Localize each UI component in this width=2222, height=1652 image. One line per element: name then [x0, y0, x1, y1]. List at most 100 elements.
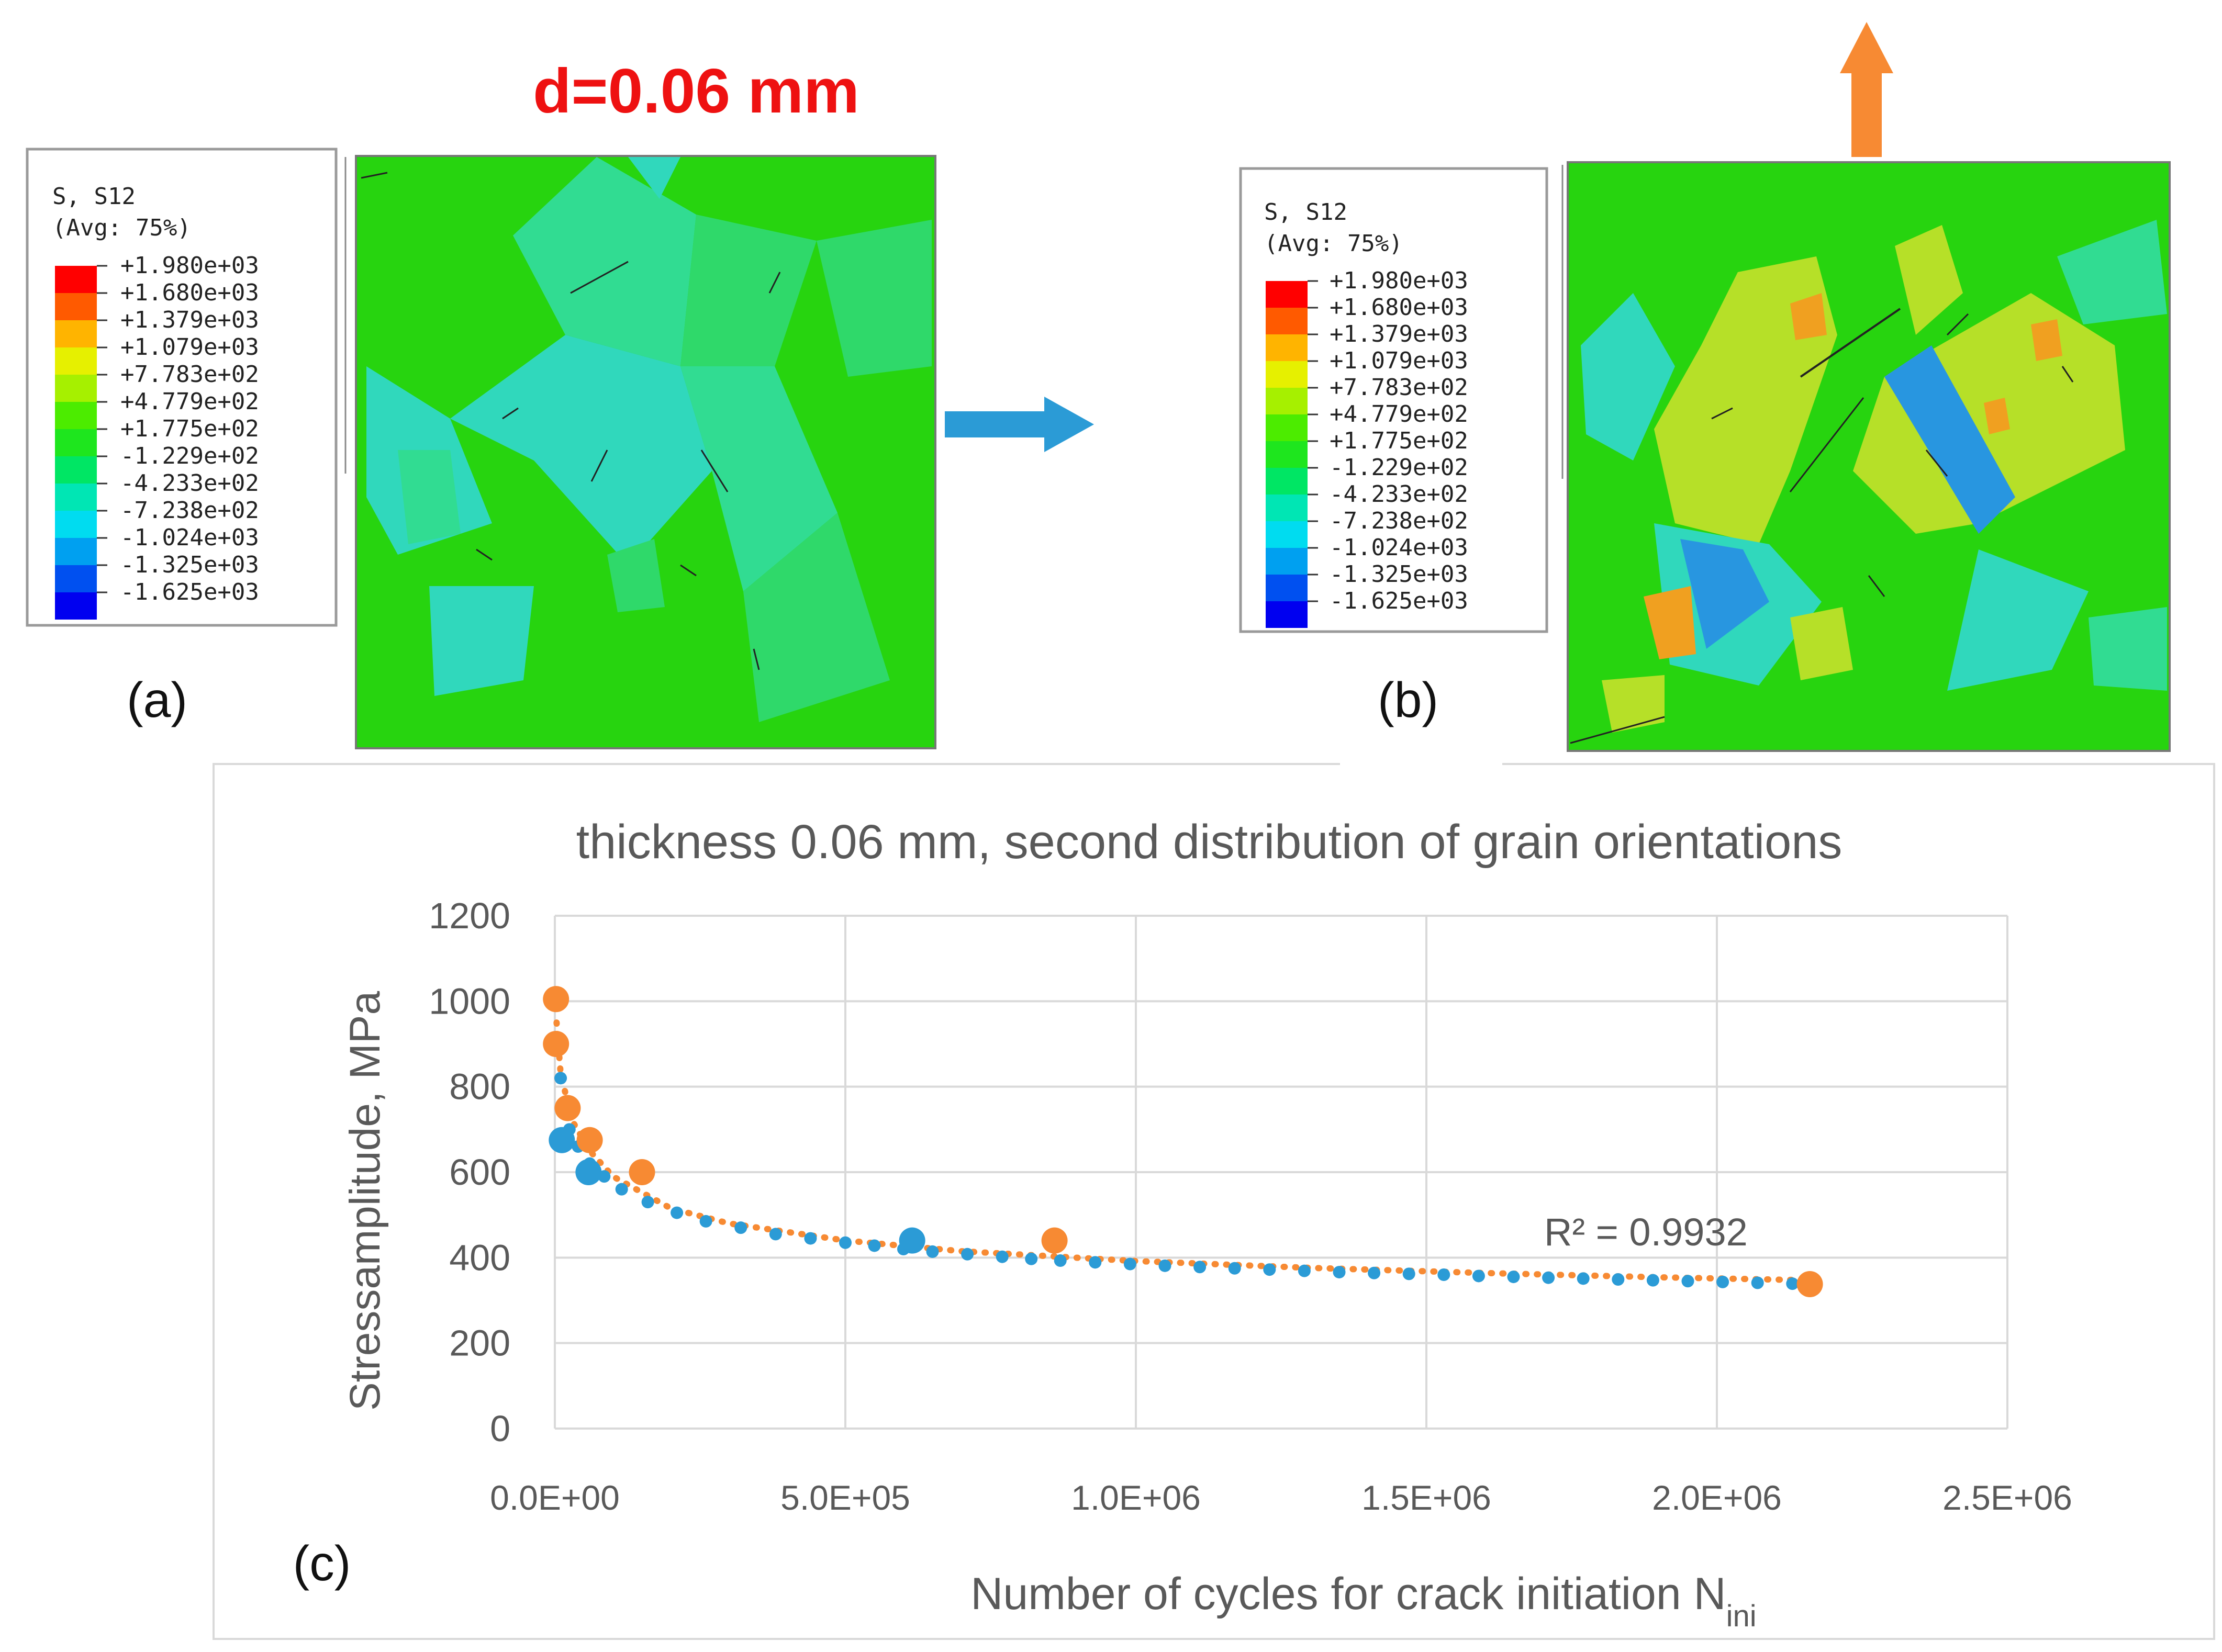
trend-dot [1298, 1264, 1311, 1277]
thickness-header: d=0.06 mm [533, 56, 859, 126]
data-point [575, 1159, 602, 1185]
legend-swatch [55, 402, 97, 429]
legend-swatch [1266, 548, 1308, 575]
legend-swatch [55, 347, 97, 375]
x-tick-label: 5.0E+05 [780, 1478, 910, 1517]
plot-grid [554, 915, 2008, 1430]
x-tick-labels: 0.0E+00 5.0E+05 1.0E+06 1.5E+06 2.0E+06 2.5E+… [490, 1478, 2072, 1517]
trend-dot [699, 1215, 712, 1228]
legend-swatch [1266, 495, 1308, 521]
trend-dot [1089, 1256, 1102, 1269]
trend-dot [769, 1228, 782, 1241]
x-tick-label: 2.5E+06 [1942, 1478, 2072, 1517]
trend-dot [996, 1250, 1009, 1263]
legend-value: -1.229e+02 [120, 443, 259, 469]
legend-swatch [1266, 388, 1308, 414]
trend-dot [1025, 1252, 1038, 1265]
legend-value: +1.680e+03 [1330, 294, 1468, 321]
legend-b: S, S12 (Avg: 75%) +1.980e+03+1.680e+03+1… [1239, 167, 1548, 633]
panel-label-b: (b) [1378, 672, 1438, 728]
trend-dot [1646, 1274, 1659, 1287]
trend-dot [641, 1196, 654, 1209]
legend-swatch [1266, 361, 1308, 388]
legend-swatch [1266, 334, 1308, 361]
data-point [1796, 1271, 1823, 1297]
legend-value: -7.238e+02 [120, 497, 259, 524]
legend-swatch [55, 565, 97, 592]
trend-dot [926, 1245, 939, 1258]
legend-value: +4.779e+02 [120, 388, 259, 415]
trend-dot [1751, 1276, 1764, 1289]
legend-swatch [1266, 441, 1308, 468]
trend-dot [1333, 1266, 1346, 1279]
data-point [549, 1127, 575, 1153]
trend-dot [839, 1236, 852, 1249]
legend-value: +7.783e+02 [1330, 374, 1468, 401]
trend-line-3 [553, 1019, 1813, 1284]
x-tick-label: 2.0E+06 [1652, 1478, 1782, 1517]
trend-dot [615, 1183, 628, 1196]
x-axis-title-main: Number of cycles for crack initiation N [970, 1569, 1726, 1619]
legend-a-title-1: S, S12 [52, 183, 136, 210]
stress-field-b [1567, 161, 2171, 752]
trend-dot [1507, 1271, 1520, 1284]
legend-swatch [55, 484, 97, 511]
y-axis-title: Stressamplitude, MPa [341, 991, 389, 1411]
legend-swatch [1266, 281, 1308, 308]
legend-swatch [1266, 308, 1308, 334]
x-tick-label: 1.0E+06 [1071, 1478, 1201, 1517]
legend-swatch [55, 592, 97, 620]
legend-swatch [55, 538, 97, 565]
legend-value: +1.980e+03 [1330, 267, 1468, 294]
trend-dot [1193, 1261, 1207, 1274]
trend-dot [1368, 1266, 1381, 1279]
x-tick-label: 1.5E+06 [1361, 1478, 1491, 1517]
panel-label-a: (a) [127, 672, 187, 728]
y-tick-label: 800 [449, 1066, 510, 1107]
legend-swatch [55, 320, 97, 347]
x-tick-label: 0.0E+00 [490, 1478, 620, 1517]
trend-dot [1054, 1254, 1067, 1267]
legend-value: +7.783e+02 [120, 361, 259, 388]
trend-dot [1612, 1273, 1625, 1286]
trend-dot [1681, 1275, 1694, 1288]
trend-dot [961, 1248, 974, 1261]
data-point [543, 1031, 570, 1057]
data-point [1041, 1227, 1068, 1254]
trend-dot [1542, 1271, 1555, 1284]
trend-dot [1716, 1275, 1729, 1288]
legend-value: +1.775e+02 [1330, 428, 1468, 454]
trend-dot [1472, 1269, 1485, 1283]
trend-dot [1123, 1257, 1136, 1271]
trend-dot [804, 1232, 817, 1245]
x-axis-title: Number of cycles for crack initiation Ni… [970, 1569, 1756, 1633]
trend-dot [1402, 1267, 1415, 1280]
x-axis-title-sub: ini [1726, 1599, 1757, 1633]
y-tick-label: 0 [490, 1408, 510, 1449]
legend-value: -1.024e+03 [120, 524, 259, 551]
legend-swatch [1266, 521, 1308, 548]
trend-dot [671, 1206, 684, 1219]
legend-a: S, S12 (Avg: 75%) +1.980e+03+1.680e+03+1… [26, 148, 338, 627]
stress-field-a [355, 155, 936, 749]
trend-dot [1577, 1272, 1590, 1285]
legend-value: -7.238e+02 [1330, 508, 1468, 534]
legend-value: +1.379e+03 [120, 307, 259, 333]
legend-a-title-2: (Avg: 75%) [52, 215, 191, 241]
trend-dot [1158, 1259, 1171, 1272]
trend-dot [868, 1239, 881, 1252]
legend-swatch [55, 429, 97, 456]
data-point [899, 1227, 925, 1254]
data-point [629, 1159, 655, 1185]
legend-value: +1.379e+03 [1330, 321, 1468, 347]
legend-value: -4.233e+02 [1330, 481, 1468, 508]
legend-swatch [55, 456, 97, 484]
y-tick-label: 400 [449, 1237, 510, 1278]
r-squared-annotation: R² = 0.9932 [1544, 1210, 1748, 1254]
trend-dot [734, 1221, 747, 1234]
y-tick-labels: 0 200 400 600 800 1000 1200 [429, 895, 510, 1449]
legend-value: -1.625e+03 [1330, 588, 1468, 614]
y-tick-label: 1200 [429, 895, 510, 936]
legend-b-title-2: (Avg: 75%) [1264, 230, 1403, 257]
trend-dot [554, 1072, 567, 1085]
